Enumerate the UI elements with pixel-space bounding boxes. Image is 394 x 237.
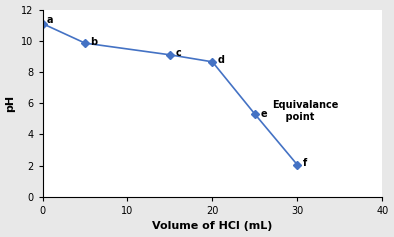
Text: b: b — [90, 36, 97, 46]
Text: c: c — [176, 48, 182, 58]
Text: d: d — [217, 55, 225, 65]
Y-axis label: pH: pH — [6, 95, 15, 112]
X-axis label: Volume of HCl (mL): Volume of HCl (mL) — [152, 221, 273, 232]
Text: a: a — [47, 15, 53, 26]
Text: e: e — [261, 109, 268, 119]
Text: Equivalance
    point: Equivalance point — [272, 100, 338, 122]
Text: f: f — [303, 158, 308, 168]
